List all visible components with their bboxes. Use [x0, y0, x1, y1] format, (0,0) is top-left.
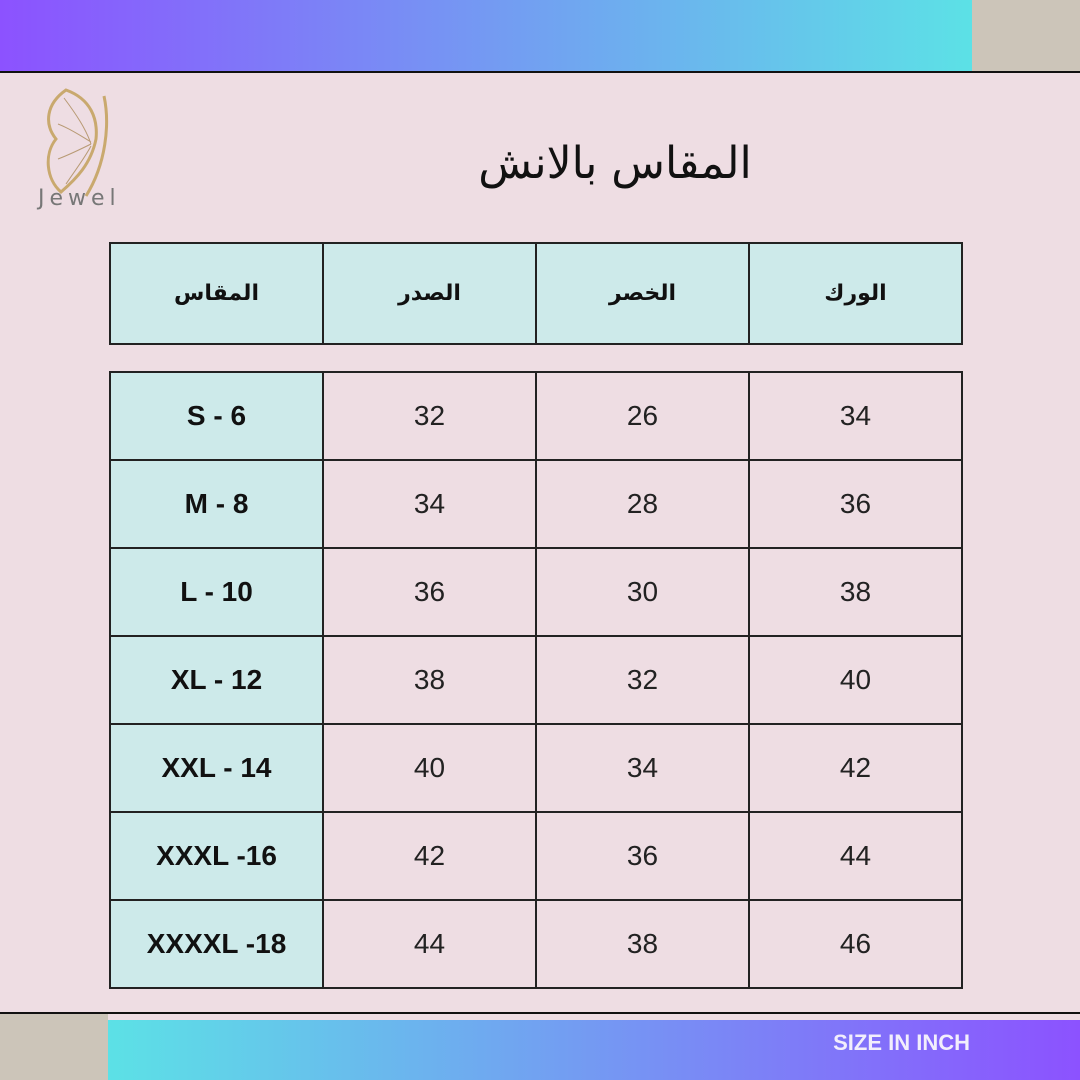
page-title: المقاس بالانش	[478, 138, 752, 189]
cell-waist: 36	[535, 811, 750, 901]
bottom-corner-block	[0, 1014, 108, 1080]
header-waist: الخصر	[535, 242, 750, 345]
cell-waist: 26	[535, 371, 750, 461]
cell-size: XXXXL -18	[109, 899, 324, 989]
cell-waist: 34	[535, 723, 750, 813]
size-table-header: المقاس الصدر الخصر الورك	[109, 242, 963, 345]
cell-size: XXL - 14	[109, 723, 324, 813]
cell-hips: 38	[748, 547, 963, 637]
cell-chest: 40	[322, 723, 537, 813]
cell-waist: 38	[535, 899, 750, 989]
butterfly-icon	[46, 88, 109, 197]
top-gradient-bar	[0, 0, 972, 72]
top-divider	[0, 71, 1080, 73]
cell-chest: 44	[322, 899, 537, 989]
cell-hips: 34	[748, 371, 963, 461]
bottom-gradient-bar	[108, 1020, 1080, 1080]
table-row: XXL - 14 40 34 42	[109, 723, 963, 813]
cell-hips: 36	[748, 459, 963, 549]
table-row: XXXL -16 42 36 44	[109, 811, 963, 901]
cell-chest: 32	[322, 371, 537, 461]
table-row: M - 8 34 28 36	[109, 459, 963, 549]
cell-size: M - 8	[109, 459, 324, 549]
cell-hips: 42	[748, 723, 963, 813]
cell-chest: 36	[322, 547, 537, 637]
cell-waist: 30	[535, 547, 750, 637]
cell-hips: 44	[748, 811, 963, 901]
cell-size: L - 10	[109, 547, 324, 637]
table-row: XL - 12 38 32 40	[109, 635, 963, 725]
size-table: S - 6 32 26 34 M - 8 34 28 36 L - 10 36 30 38 XL - 1…	[109, 371, 963, 989]
cell-size: S - 6	[109, 371, 324, 461]
bottom-divider	[0, 1012, 1080, 1014]
cell-size: XL - 12	[109, 635, 324, 725]
table-row: S - 6 32 26 34	[109, 371, 963, 461]
size-unit-label: SIZE IN INCH	[833, 1030, 970, 1055]
table-row: L - 10 36 30 38	[109, 547, 963, 637]
cell-waist: 28	[535, 459, 750, 549]
header-hips: الورك	[748, 242, 963, 345]
cell-size: XXXL -16	[109, 811, 324, 901]
cell-chest: 38	[322, 635, 537, 725]
header-size: المقاس	[109, 242, 324, 345]
cell-hips: 40	[748, 635, 963, 725]
cell-chest: 42	[322, 811, 537, 901]
cell-chest: 34	[322, 459, 537, 549]
table-row: XXXXL -18 44 38 46	[109, 899, 963, 989]
brand-name: Jewel	[38, 186, 121, 211]
top-corner-block	[972, 0, 1080, 72]
header-chest: الصدر	[322, 242, 537, 345]
cell-waist: 32	[535, 635, 750, 725]
cell-hips: 46	[748, 899, 963, 989]
